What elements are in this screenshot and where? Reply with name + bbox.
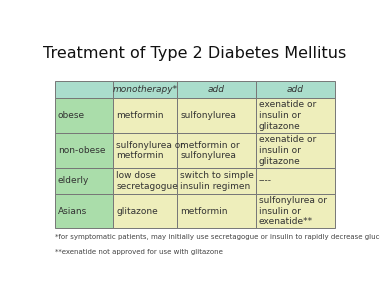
Text: sulfonylurea or
insulin or
exenatide**: sulfonylurea or insulin or exenatide** bbox=[259, 196, 327, 226]
Bar bbox=[256, 168, 335, 194]
Bar bbox=[256, 82, 335, 98]
Text: low dose
secretagogue: low dose secretagogue bbox=[116, 171, 178, 191]
Bar bbox=[113, 82, 177, 98]
Bar bbox=[113, 168, 177, 194]
Bar bbox=[113, 98, 177, 133]
Bar bbox=[55, 168, 113, 194]
Text: exenatide or
insulin or
glitazone: exenatide or insulin or glitazone bbox=[259, 100, 316, 131]
Bar bbox=[256, 133, 335, 168]
Text: metformin or
sulfonylurea: metformin or sulfonylurea bbox=[180, 141, 240, 160]
Text: elderly: elderly bbox=[58, 176, 89, 185]
Text: *for symptomatic patients, may initially use secretagogue or insulin to rapidly : *for symptomatic patients, may initially… bbox=[55, 234, 380, 240]
Text: exenatide or
insulin or
glitazone: exenatide or insulin or glitazone bbox=[259, 135, 316, 166]
Text: glitazone: glitazone bbox=[116, 207, 158, 215]
Bar bbox=[113, 133, 177, 168]
Text: add: add bbox=[287, 85, 304, 94]
Bar bbox=[55, 82, 113, 98]
Text: add: add bbox=[208, 85, 225, 94]
Text: sulfonylurea: sulfonylurea bbox=[180, 111, 236, 120]
Bar bbox=[256, 98, 335, 133]
Text: ----: ---- bbox=[259, 176, 272, 185]
Bar bbox=[177, 168, 256, 194]
Text: Asians: Asians bbox=[58, 207, 87, 215]
Bar bbox=[55, 133, 113, 168]
Text: switch to simple
insulin regimen: switch to simple insulin regimen bbox=[180, 171, 254, 191]
Bar bbox=[113, 194, 177, 228]
Bar bbox=[55, 194, 113, 228]
Bar bbox=[256, 194, 335, 228]
Text: non-obese: non-obese bbox=[58, 146, 105, 155]
Text: obese: obese bbox=[58, 111, 85, 120]
Text: sulfonylurea or
metformin: sulfonylurea or metformin bbox=[116, 141, 184, 160]
Text: Treatment of Type 2 Diabetes Mellitus: Treatment of Type 2 Diabetes Mellitus bbox=[43, 46, 347, 61]
Text: **exenatide not approved for use with glitazone: **exenatide not approved for use with gl… bbox=[55, 249, 223, 255]
Bar bbox=[177, 194, 256, 228]
Text: monotherapy*: monotherapy* bbox=[112, 85, 178, 94]
Bar bbox=[55, 98, 113, 133]
Bar bbox=[177, 98, 256, 133]
Bar bbox=[177, 133, 256, 168]
Text: metformin: metformin bbox=[180, 207, 228, 215]
Bar bbox=[177, 82, 256, 98]
Text: metformin: metformin bbox=[116, 111, 164, 120]
